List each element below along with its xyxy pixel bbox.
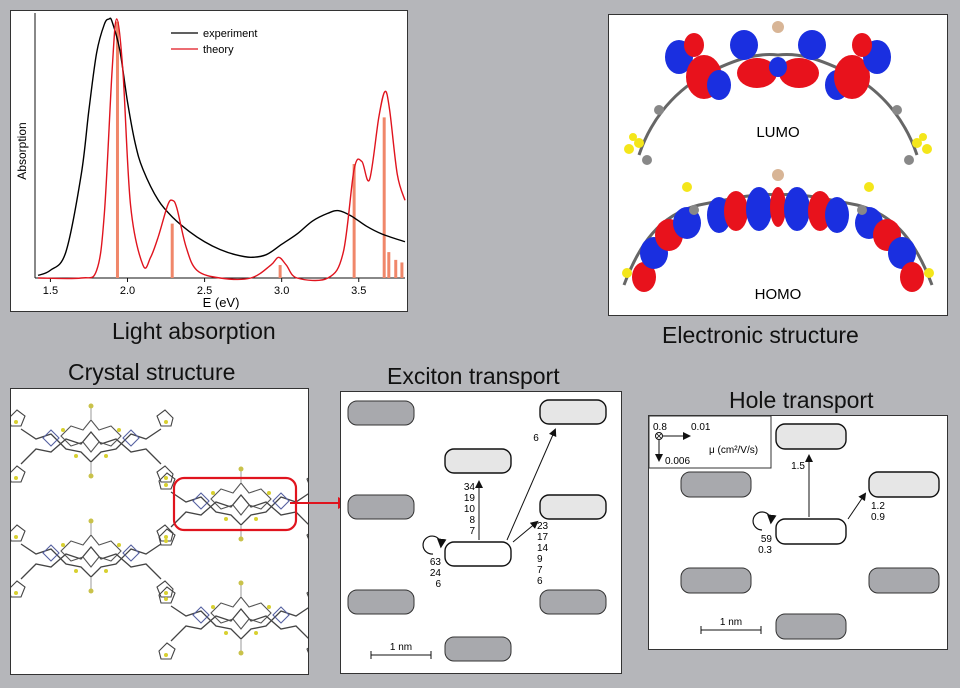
legend-label-experiment: experiment <box>203 28 257 40</box>
series-line-theory <box>38 18 406 282</box>
site-left-bottom <box>347 589 415 615</box>
site-right-middle <box>539 494 607 520</box>
rate-label: 1.2 <box>871 501 885 512</box>
crystal-drawing <box>8 402 324 660</box>
hole-site-top <box>775 423 847 450</box>
hole-self-loop-arrow <box>752 511 777 531</box>
mobility-legend-box <box>648 415 772 469</box>
legend-label-theory: theory <box>203 44 234 56</box>
rate-label: 34 <box>464 482 476 493</box>
x-tick-label: 2.0 <box>120 285 135 297</box>
caption-light-absorption: Light absorption <box>112 318 276 344</box>
site-left-top <box>347 400 415 426</box>
site-right-bottom <box>539 589 607 615</box>
site-left-middle <box>347 494 415 520</box>
hop-arrow-upright <box>506 428 557 541</box>
rate-label: 63 <box>430 557 442 568</box>
mu-vertical: 0.006 <box>665 456 690 467</box>
rate-label: 9 <box>537 554 543 565</box>
hole-rate-up: 1.5 <box>791 461 805 472</box>
site-center-bottom <box>444 636 512 662</box>
rate-label: 10 <box>464 504 476 515</box>
rate-label: 14 <box>537 543 549 554</box>
orbital-drawing: LUMO HOMO <box>622 21 934 303</box>
rate-label: 6 <box>537 576 543 587</box>
mu-unit-label: μ (cm²/V/s) <box>709 445 758 456</box>
caption-exciton-transport: Exciton transport <box>387 363 560 389</box>
caption-electronic-structure: Electronic structure <box>662 322 859 348</box>
lumo-label: LUMO <box>756 124 799 141</box>
hole-site-right-bottom <box>868 567 940 594</box>
hole-site-left-top <box>680 471 752 498</box>
scale-label: 1 nm <box>390 642 412 653</box>
site-right-top <box>539 399 607 425</box>
rate-label: 23 <box>537 521 549 532</box>
lumo-orbital <box>624 21 932 165</box>
mu-horizontal: 0.01 <box>691 422 711 433</box>
rate-label: 24 <box>430 568 442 579</box>
mu-out-of-plane: 0.8 <box>653 422 667 433</box>
highlighted-molecule-box <box>172 476 298 532</box>
hole-site-left-bottom <box>680 567 752 594</box>
rate-label: 6 <box>435 579 441 590</box>
rate-label: 8 <box>469 515 475 526</box>
hole-panel: 0.8 0.01 0.006 μ (cm²/V/s) 1.5 59 0.3 1.2… <box>648 415 948 650</box>
crystal-panel <box>8 388 324 675</box>
x-tick-label: 2.5 <box>197 285 212 297</box>
x-tick-label: 3.0 <box>274 285 289 297</box>
x-tick-label: 1.5 <box>43 285 58 297</box>
x-axis-label: E (eV) <box>203 295 240 310</box>
site-origin <box>444 541 512 567</box>
orbitals-panel: LUMO HOMO <box>608 14 948 316</box>
homo-label: HOMO <box>755 286 802 303</box>
hole-site-origin <box>775 518 847 545</box>
self-loop-arrow <box>422 535 447 555</box>
caption-hole-transport: Hole transport <box>729 387 874 413</box>
absorption-chart: 1.5 2.0 2.5 3.0 3.5 E (eV) Absorption experi… <box>15 13 406 310</box>
rate-upright: 6 <box>533 433 539 444</box>
out-of-plane-icon <box>655 432 663 440</box>
hole-arrow-right <box>847 492 867 520</box>
hop-arrow-right <box>512 520 539 543</box>
hole-scale-label: 1 nm <box>720 617 742 628</box>
hole-site-bottom <box>775 613 847 640</box>
absorption-panel: 1.5 2.0 2.5 3.0 3.5 E (eV) Absorption experi… <box>10 10 408 312</box>
hole-site-right-top <box>868 471 940 498</box>
caption-crystal-structure: Crystal structure <box>68 359 236 385</box>
x-tick-label: 3.5 <box>351 285 366 297</box>
rate-label: 17 <box>537 532 549 543</box>
homo-orbital <box>622 169 934 292</box>
hole-network: 0.8 0.01 0.006 μ (cm²/V/s) 1.5 590.3 1.2… <box>648 415 940 640</box>
rate-label: 59 <box>761 534 773 545</box>
rate-label: 7 <box>469 526 475 537</box>
rate-label: 0.9 <box>871 512 885 523</box>
exciton-panel: 63 24 6 34 19 10 8 7 23 17 14 9 7 6 6 1 nm <box>340 391 622 674</box>
site-center-top <box>444 448 512 474</box>
rate-label: 7 <box>537 565 543 576</box>
rate-label: 0.3 <box>758 545 772 556</box>
series-line-experiment <box>37 17 406 277</box>
y-axis-label: Absorption <box>15 122 29 179</box>
rate-label: 19 <box>464 493 476 504</box>
